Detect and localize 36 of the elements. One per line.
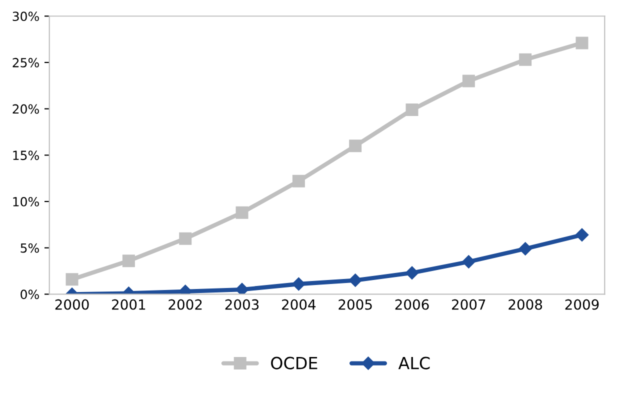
y-tick-label: 25% — [12, 58, 39, 68]
point — [348, 274, 362, 287]
x-tick-label: 2008 — [508, 299, 542, 310]
point — [66, 273, 78, 286]
point — [122, 254, 135, 268]
x-tick-label: 2003 — [225, 299, 259, 310]
point — [236, 206, 248, 219]
x-tick-label: 2001 — [112, 299, 146, 310]
y-tick-label: 30% — [12, 12, 39, 22]
point — [575, 228, 589, 242]
x-tick-label: 2000 — [55, 299, 89, 310]
point — [576, 36, 588, 50]
point — [518, 242, 532, 256]
point — [462, 74, 475, 88]
x-tick-label: 2006 — [395, 299, 429, 310]
point — [235, 282, 249, 294]
y-tick-label: 10% — [13, 196, 39, 206]
x-tick-label: 2007 — [452, 299, 486, 310]
point — [405, 266, 419, 280]
y-tick-label: 5% — [20, 243, 39, 253]
point — [179, 232, 192, 245]
x-tick-label: 2002 — [168, 299, 202, 310]
y-tick-label: 20% — [12, 104, 39, 114]
point — [519, 53, 532, 66]
point — [292, 174, 305, 188]
x-tick-label: 2004 — [282, 299, 316, 310]
legend-label: OCDE — [271, 356, 318, 370]
x-tick-label: 2009 — [565, 299, 599, 310]
point — [292, 277, 306, 291]
y-tick-label: 15% — [13, 150, 39, 160]
x-tick-label: 2005 — [338, 299, 372, 310]
point — [406, 103, 418, 116]
legend-label: ALC — [398, 356, 430, 370]
point — [462, 255, 476, 268]
point — [349, 140, 362, 152]
y-tick-label: 0% — [20, 290, 39, 300]
